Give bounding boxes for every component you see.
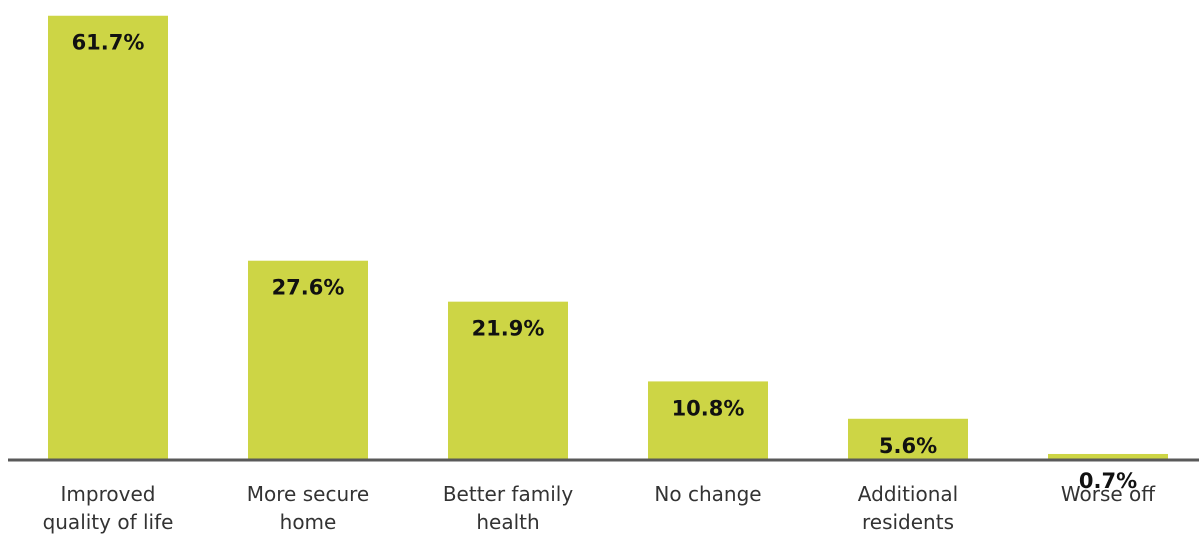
value-label-5: 5.6% [879, 434, 937, 458]
category-label-3: Better family health [443, 482, 573, 534]
value-label-3: 21.9% [472, 317, 545, 341]
category-label-4: No change [654, 482, 761, 506]
bar-4 [648, 381, 768, 459]
bars-group [48, 15, 1168, 460]
category-labels-group: Improved quality of life More secure home Be… [43, 482, 1157, 534]
bar-5 [848, 418, 968, 459]
value-label-4: 10.8% [672, 396, 745, 420]
category-label-1: Improved quality of life [43, 482, 174, 534]
value-label-1: 61.7% [72, 31, 145, 55]
value-label-2: 27.6% [272, 276, 345, 300]
bar-6 [1048, 453, 1168, 459]
bar-3 [448, 301, 568, 459]
bar-2 [248, 260, 368, 459]
category-label-6: Worse off [1061, 482, 1156, 506]
category-label-5: Additional residents [858, 482, 958, 534]
bar-1 [48, 15, 168, 460]
value-labels-group: 61.7% 27.6% 21.9% 10.8% 5.6% 0.7% [72, 31, 1138, 493]
category-label-2: More secure home [247, 482, 369, 534]
value-label-6: 0.7% [1079, 469, 1137, 493]
